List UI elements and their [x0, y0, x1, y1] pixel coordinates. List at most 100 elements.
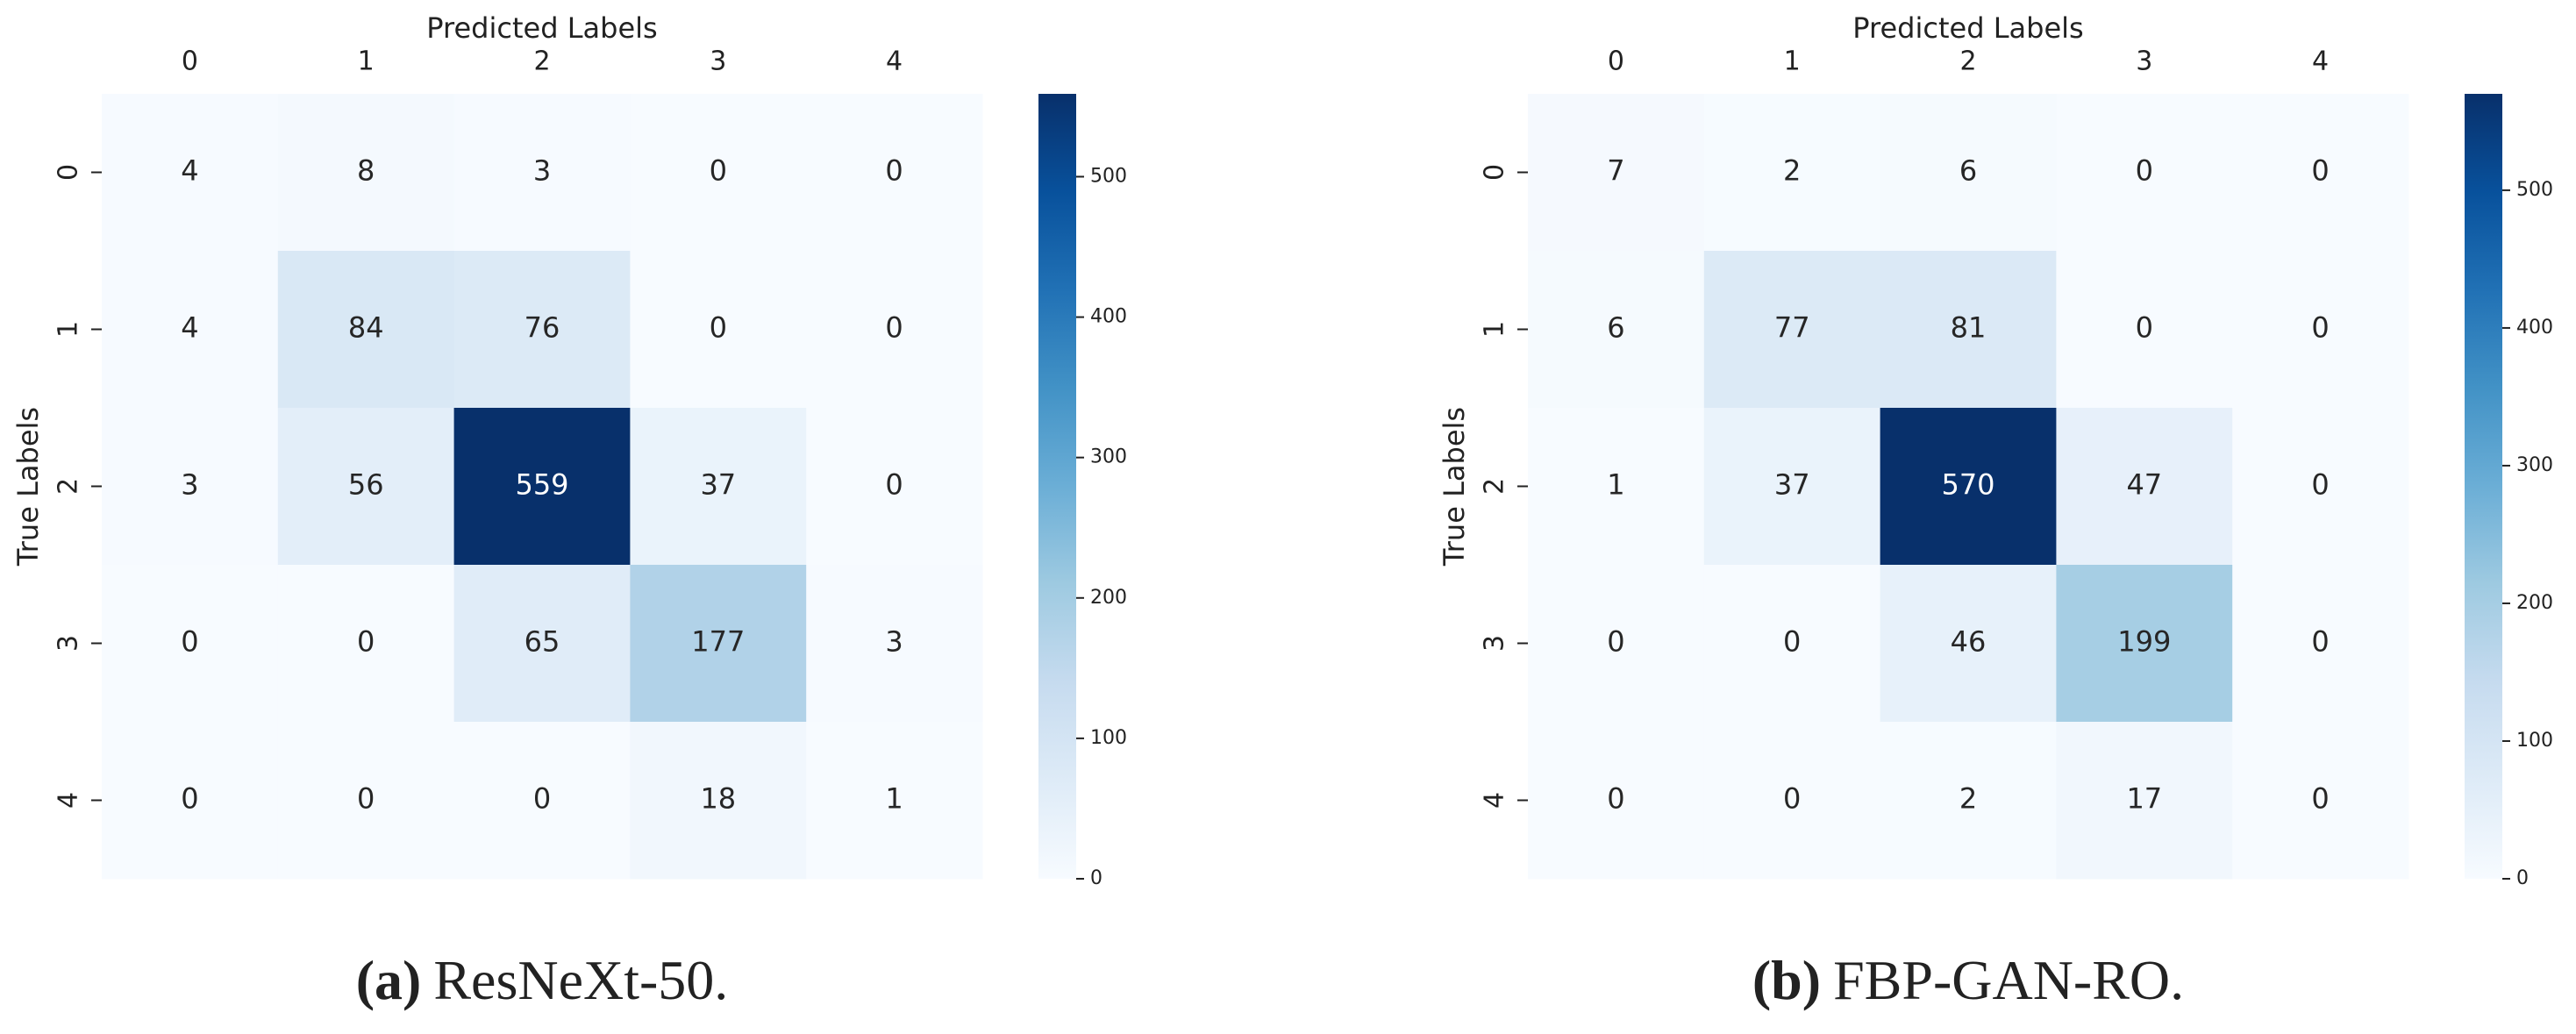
y-tick-label: 3 — [1480, 635, 1510, 652]
heatmap-cell — [1703, 251, 1881, 409]
colorbar-tick-label: 500 — [1090, 165, 1127, 187]
cell-label: 65 — [524, 625, 560, 659]
heatmap-cell — [1703, 565, 1881, 723]
cell-label: 199 — [2117, 625, 2171, 659]
cell-label: 56 — [348, 468, 384, 502]
x-tick-label: 3 — [710, 46, 726, 77]
cell-label: 0 — [533, 782, 551, 816]
cell-label: 0 — [2311, 468, 2329, 502]
cell-label: 0 — [1607, 625, 1624, 659]
cell-label: 37 — [700, 468, 736, 502]
heatmap-cell — [806, 94, 983, 252]
heatmap-cell — [1528, 408, 1705, 566]
x-tick-label: 0 — [1608, 46, 1624, 77]
cell-label: 17 — [2126, 782, 2162, 816]
heatmap-cell — [1528, 722, 1705, 880]
cell-label: 1 — [1607, 468, 1624, 502]
y-tick-label: 4 — [54, 792, 84, 809]
heatmap-cell — [277, 565, 455, 723]
heatmap-cell — [2232, 94, 2409, 252]
y-tick-label: 0 — [54, 164, 84, 181]
heatmap-cell — [2056, 722, 2233, 880]
colorbar-tick-label: 300 — [1090, 446, 1127, 468]
x-tick-label: 4 — [2312, 46, 2329, 77]
cell-label: 3 — [885, 625, 903, 659]
heatmap-cell — [806, 722, 983, 880]
cell-label: 0 — [710, 154, 727, 188]
cell-label: 0 — [2136, 154, 2153, 188]
heatmap-cell — [1880, 408, 2057, 566]
cell-label: 0 — [357, 782, 375, 816]
heatmap-cell — [806, 565, 983, 723]
x-tick-label: 2 — [533, 46, 550, 77]
heatmap-cell — [630, 565, 807, 723]
caption-label: (a) — [356, 949, 422, 1011]
heatmap-cell — [2232, 565, 2409, 723]
heatmap-cell — [453, 251, 631, 409]
x-tick-label: 0 — [182, 46, 198, 77]
heatmap-cell — [630, 408, 807, 566]
colorbar-tick-label: 0 — [1090, 867, 1102, 889]
cell-label: 47 — [2126, 468, 2162, 502]
cell-label: 559 — [515, 468, 568, 502]
cell-label: 81 — [1951, 311, 1987, 345]
caption-text: FBP-GAN-RO. — [1833, 949, 2184, 1011]
heatmap-cell — [2056, 251, 2233, 409]
heatmap-cell — [1703, 408, 1881, 566]
cell-label: 0 — [1607, 782, 1624, 816]
cell-label: 6 — [1959, 154, 1977, 188]
y-tick-label: 1 — [1480, 321, 1510, 338]
colorbar — [1038, 94, 1076, 879]
heatmap-cell — [102, 408, 279, 566]
x-tick-label: 2 — [1959, 46, 1976, 77]
cell-label: 76 — [524, 311, 560, 345]
heatmap-cell — [1880, 251, 2057, 409]
heatmap-cell — [102, 565, 279, 723]
cell-label: 46 — [1951, 625, 1987, 659]
cell-label: 0 — [1783, 782, 1801, 816]
cell-label: 0 — [885, 154, 903, 188]
heatmap-cell — [277, 251, 455, 409]
colorbar-tick-label: 0 — [2516, 867, 2529, 889]
cell-label: 7 — [1607, 154, 1624, 188]
y-tick-label: 1 — [54, 321, 84, 338]
cell-label: 0 — [2311, 154, 2329, 188]
caption-text: ResNeXt-50. — [433, 949, 728, 1011]
heatmap-cell — [2056, 565, 2233, 723]
x-tick-label: 1 — [358, 46, 375, 77]
heatmap-cell — [1703, 722, 1881, 880]
heatmap-cell — [102, 722, 279, 880]
heatmap-cell — [630, 722, 807, 880]
colorbar-tick-label: 400 — [2516, 317, 2553, 339]
heatmap-cell — [1880, 722, 2057, 880]
y-tick-label: 2 — [54, 478, 84, 495]
cell-label: 4 — [181, 154, 198, 188]
heatmap-cell — [277, 408, 455, 566]
cell-label: 37 — [1774, 468, 1810, 502]
colorbar-tick-label: 400 — [1090, 306, 1127, 328]
cell-label: 6 — [1607, 311, 1624, 345]
cell-label: 3 — [533, 154, 551, 188]
colorbar-tick-label: 200 — [2516, 592, 2553, 614]
heatmap-cell — [277, 94, 455, 252]
cell-label: 0 — [2311, 311, 2329, 345]
heatmap-cell — [2232, 408, 2409, 566]
heatmap-cell — [2056, 408, 2233, 566]
x-tick-label: 1 — [1784, 46, 1801, 77]
heatmap-cell — [2232, 722, 2409, 880]
cell-label: 1 — [885, 782, 903, 816]
colorbar-tick-label: 300 — [2516, 454, 2553, 476]
y-tick-label: 0 — [1480, 164, 1510, 181]
cell-label: 77 — [1774, 311, 1810, 345]
y-axis-title: True Labels — [11, 407, 45, 567]
heatmap-cell — [2056, 94, 2233, 252]
cell-label: 0 — [885, 468, 903, 502]
cell-label: 2 — [1959, 782, 1977, 816]
heatmap-cell — [1528, 565, 1705, 723]
y-tick-label: 4 — [1480, 792, 1510, 809]
x-tick-label: 3 — [2136, 46, 2152, 77]
cell-label: 18 — [700, 782, 736, 816]
colorbar — [2465, 94, 2502, 879]
cell-label: 3 — [181, 468, 198, 502]
